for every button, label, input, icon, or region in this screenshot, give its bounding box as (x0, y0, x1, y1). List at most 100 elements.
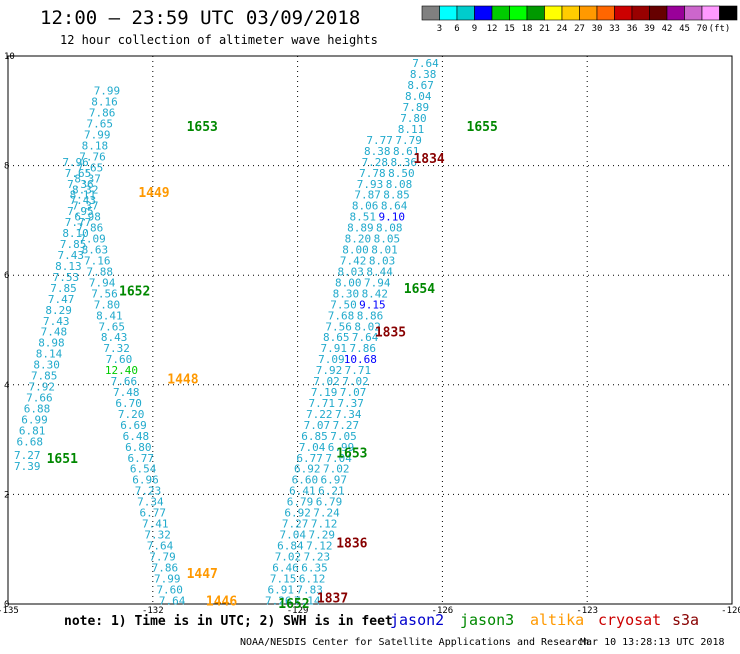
wave-height-value: 6.48 (123, 430, 150, 443)
wave-height-value: 7.65 (86, 118, 113, 131)
wave-height-value: 8.03 (369, 255, 396, 268)
wave-height-value: 6.69 (120, 419, 147, 432)
track-jason3-1652-1655: 7.266.917.156.467.026.847.047.276.926.79… (265, 134, 393, 607)
wave-height-value: 7.34 (137, 496, 164, 509)
wave-height-value: 7.05 (330, 430, 357, 443)
pass-time-labels: 1651 1652 1653 1446 1447 1448 1449 1652 1653 1654… (47, 120, 498, 612)
colorbar-swatch (509, 5, 528, 21)
wave-height-value: 8.85 (383, 189, 410, 202)
pass-time-label: 1447 (187, 567, 218, 582)
wave-height-value: 7.86 (350, 342, 377, 355)
wave-height-value: 7.66 (111, 375, 138, 388)
wave-height-value: 7.94 (364, 276, 391, 289)
colorbar-swatch (491, 5, 510, 21)
wave-height-value: 8.98 (38, 337, 65, 350)
wave-height-value: 8.29 (45, 304, 72, 317)
wave-height-value: 9.15 (359, 298, 386, 311)
wave-height-value: 6.68 (16, 435, 43, 448)
colorbar-label: (ft) (709, 24, 731, 34)
wave-height-value: 6.79 (287, 496, 314, 509)
wave-height-value: 7.48 (41, 326, 68, 339)
wave-height-value: 6.80 (125, 441, 152, 454)
wave-height-value: 7.34 (335, 408, 362, 421)
wave-height-value: 6.46 (272, 561, 299, 574)
colorbar-label: 45 (679, 24, 690, 34)
wave-height-value: 6.88 (24, 402, 51, 415)
legend-satellite-altika: altika (530, 611, 584, 629)
wave-height-value: 6.21 (318, 485, 345, 498)
wave-height-value: 7.93 (357, 178, 384, 191)
wave-height-value: 7.27 (333, 419, 360, 432)
colorbar-label: 9 (472, 24, 477, 34)
wave-height-value: 6.77 (127, 452, 154, 465)
wave-height-value: 7.80 (400, 112, 427, 125)
colorbar-label: 15 (504, 24, 515, 34)
wave-height-value: 8.06 (352, 200, 379, 213)
wave-height-value: 7.53 (53, 271, 80, 284)
colorbar-swatch (684, 5, 703, 21)
colorbar-label: 18 (522, 24, 533, 34)
wave-height-value: 7.12 (311, 518, 338, 531)
wave-height-value: 7.04 (299, 441, 326, 454)
wave-height-value: 7.96 (62, 156, 89, 169)
colorbar-swatch (421, 5, 440, 21)
plot-frame (7, 55, 733, 605)
pass-time-label: 1652 (278, 597, 309, 612)
wave-height-value: 7.99 (84, 128, 111, 141)
wave-height-value: 6.60 (292, 474, 319, 487)
wave-height-value: 8.61 (393, 145, 420, 158)
colorbar-label: 70 (697, 24, 708, 34)
wave-height-value: 6.35 (301, 561, 328, 574)
pass-time-label: 1837 (317, 592, 348, 607)
wave-height-value: 7.41 (142, 518, 169, 531)
wave-height-value: 8.67 (407, 79, 434, 92)
wave-height-value: 7.07 (340, 386, 367, 399)
track-s3a-1834-1837: 7.147.836.126.357.237.127.297.127.246.79… (294, 57, 439, 607)
track-jason3-1651-1653: 7.397.276.686.816.996.887.667.927.858.30… (14, 85, 120, 473)
colorbar-label: 30 (592, 24, 603, 34)
wave-height-value: 7.04 (325, 452, 352, 465)
satellite-legend: note: 1) Time is in UTC; 2) SWH is in fe… (64, 611, 699, 629)
wave-height-value: 7.85 (60, 238, 87, 251)
wave-height-value: 7.02 (275, 550, 302, 563)
wave-height-value: 8.36 (391, 156, 418, 169)
wave-height-value: 7.99 (94, 85, 121, 98)
wave-height-value: 7.27 (14, 449, 41, 462)
wave-height-value: 7.77 (65, 216, 92, 229)
pass-time-label: 1653 (336, 446, 367, 461)
wave-height-value: 6.85 (301, 430, 328, 443)
wave-height-value: 6.54 (130, 463, 157, 476)
wave-height-value: 7.79 (395, 134, 422, 147)
wave-height-value: 8.11 (398, 123, 425, 136)
wave-height-value: 7.85 (50, 282, 77, 295)
wave-height-value: 8.14 (36, 348, 63, 361)
pass-time-label: 1653 (187, 120, 218, 135)
map-title: 12:00 – 23:59 UTC 03/09/2018 (40, 7, 360, 29)
footer-timestamp: Mar 10 13:28:13 UTC 2018 (580, 637, 725, 648)
colorbar-swatch (631, 5, 650, 21)
wave-height-value: 8.02 (354, 320, 381, 333)
wave-height-value: 6.77 (296, 452, 323, 465)
wave-height-value: 7.56 (325, 320, 352, 333)
colorbar-label: 36 (627, 24, 638, 34)
longitude-tick-label: -123 (576, 606, 598, 616)
colorbar-swatch (526, 5, 545, 21)
wave-height-value: 8.00 (335, 276, 362, 289)
wave-height-value: 7.92 (316, 364, 343, 377)
wave-height-value: 7.71 (308, 397, 335, 410)
wave-height-value: 8.08 (376, 222, 403, 235)
colorbar-label: 21 (539, 24, 550, 34)
wave-height-value: 8.38 (364, 145, 391, 158)
colorbar-label: 24 (557, 24, 568, 34)
wave-height-value: 6.99 (328, 441, 355, 454)
wave-height-value: 7.20 (118, 408, 145, 421)
lat-lon-grid (8, 56, 732, 604)
wave-height-value: 7.64 (352, 331, 379, 344)
longitude-tick-label: -132 (142, 606, 164, 616)
wave-height-value: 7.43 (43, 315, 70, 328)
wave-height-value: 6.79 (316, 496, 343, 509)
wave-height-value: 7.43 (70, 194, 97, 207)
latitude-tick-label: 6 (4, 271, 9, 281)
wave-height-value: 7.27 (282, 518, 309, 531)
